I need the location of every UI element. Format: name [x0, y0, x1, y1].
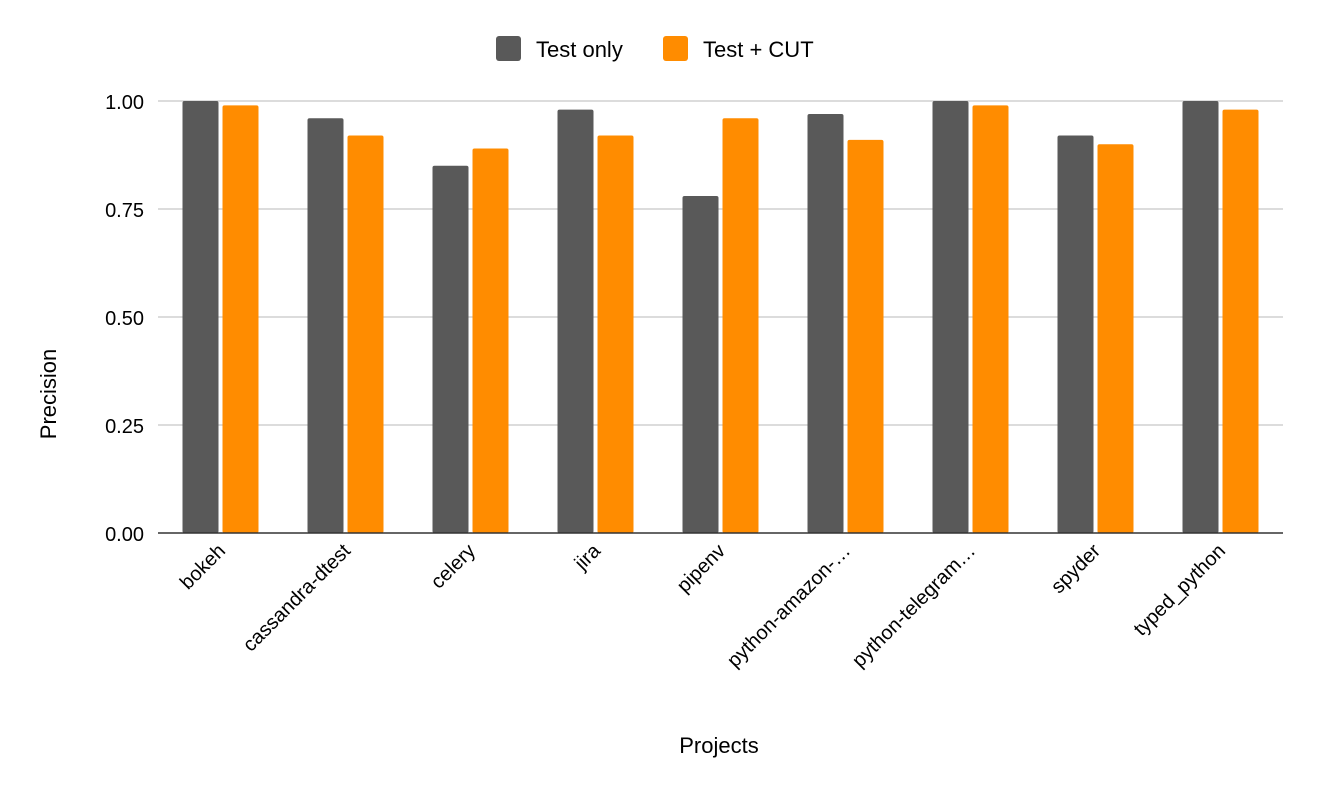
- x-axis-label: Projects: [679, 733, 758, 758]
- y-tick-label: 0.75: [105, 200, 144, 222]
- bar-test-only-2[interactable]: [432, 165, 469, 534]
- bar-test-only-5[interactable]: [807, 113, 844, 534]
- x-tick-label: celery: [427, 540, 480, 593]
- bar-test-plus-cut-2[interactable]: [472, 148, 509, 533]
- x-tick-label: cassandra-dtest: [239, 540, 355, 656]
- bar-test-plus-cut-7[interactable]: [1097, 144, 1134, 533]
- x-tick-label: bokeh: [176, 540, 230, 594]
- bar-test-plus-cut-4[interactable]: [722, 118, 759, 533]
- bar-test-plus-cut-8[interactable]: [1222, 109, 1259, 533]
- x-tick-label: python-telegram…: [848, 540, 980, 672]
- y-axis-label: Precision: [36, 349, 61, 439]
- legend-item-test-only[interactable]: Test only: [496, 36, 623, 62]
- gridlines: [158, 100, 1283, 426]
- y-axis-ticks: 0.00 0.25 0.50 0.75 1.00: [105, 92, 144, 546]
- x-tick-label: typed_python: [1130, 540, 1230, 640]
- y-tick-label: 0.50: [105, 308, 144, 330]
- bar-test-plus-cut-3[interactable]: [597, 135, 634, 533]
- x-tick-label: python-amazon-…: [723, 540, 855, 672]
- bar-test-only-4[interactable]: [682, 196, 719, 534]
- bars: [182, 101, 1259, 534]
- legend-item-test-plus-cut[interactable]: Test + CUT: [663, 36, 814, 62]
- x-tick-label: pipenv: [673, 540, 730, 597]
- legend-label-test-plus-cut: Test + CUT: [703, 37, 814, 62]
- legend-label-test-only: Test only: [536, 37, 623, 62]
- bar-test-only-8[interactable]: [1182, 101, 1219, 533]
- bar-test-plus-cut-5[interactable]: [847, 139, 884, 533]
- x-tick-label: spyder: [1047, 540, 1105, 598]
- bar-test-only-0[interactable]: [182, 101, 219, 533]
- y-tick-label: 0.25: [105, 416, 144, 438]
- x-axis-ticks: bokeh cassandra-dtest celery jira pipenvpyth…: [176, 539, 1230, 672]
- legend: Test only Test + CUT: [496, 36, 814, 62]
- legend-swatch-test-plus-cut: [663, 36, 688, 61]
- bar-test-only-7[interactable]: [1057, 135, 1094, 533]
- bar-test-plus-cut-1[interactable]: [347, 135, 384, 533]
- bar-test-only-6[interactable]: [932, 101, 969, 533]
- bar-test-only-1[interactable]: [307, 118, 344, 533]
- y-tick-label: 1.00: [105, 92, 144, 114]
- legend-swatch-test-only: [496, 36, 521, 61]
- bar-test-only-3[interactable]: [557, 109, 594, 533]
- x-tick-label: jira: [570, 539, 606, 575]
- bar-test-plus-cut-0[interactable]: [222, 105, 259, 533]
- bar-test-plus-cut-6[interactable]: [972, 105, 1009, 533]
- y-tick-label: 0.00: [105, 524, 144, 546]
